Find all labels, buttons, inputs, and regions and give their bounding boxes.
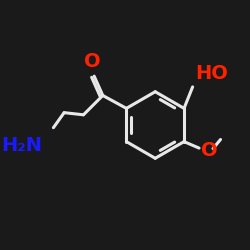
Text: O: O xyxy=(84,52,100,71)
Text: O: O xyxy=(201,141,218,160)
Text: H₂N: H₂N xyxy=(2,136,43,155)
Text: HO: HO xyxy=(195,64,228,82)
